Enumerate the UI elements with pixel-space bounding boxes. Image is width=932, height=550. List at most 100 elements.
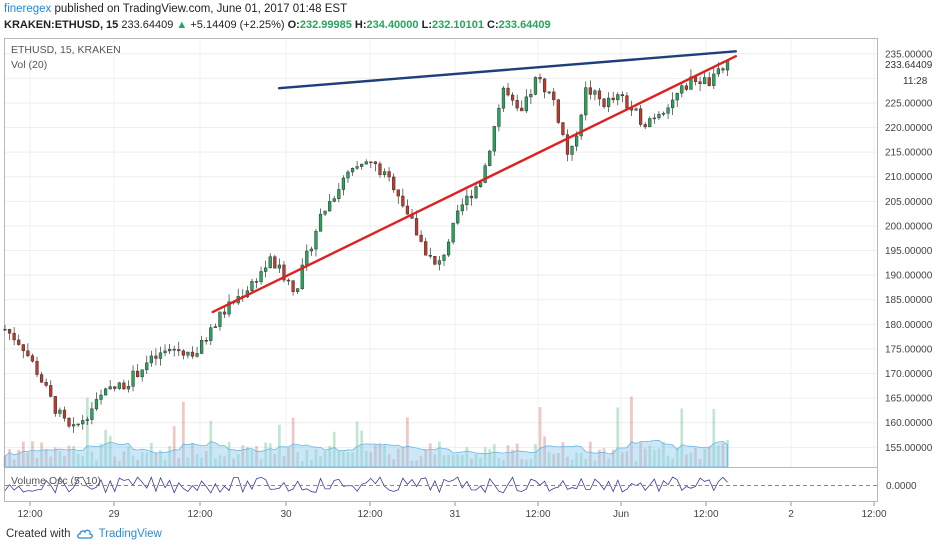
candle-body — [323, 210, 327, 215]
low-value: 232.10101 — [431, 19, 484, 31]
volume-bar — [172, 426, 176, 467]
volume-bar — [566, 456, 569, 467]
price-tick-label: 210.00000 — [885, 172, 932, 183]
candles — [3, 59, 730, 433]
candle-body — [300, 264, 304, 289]
candle-body — [195, 353, 199, 357]
volume-bar — [620, 452, 624, 467]
candle-body — [218, 311, 222, 327]
volume-bar — [12, 459, 16, 467]
candle-body — [26, 350, 30, 357]
volume-bar — [524, 459, 528, 467]
volume-bar — [465, 447, 469, 467]
candle-body — [305, 250, 309, 266]
volume-bar — [593, 460, 597, 467]
candle-body — [90, 408, 94, 420]
tradingview-cloud-icon — [76, 529, 93, 539]
volume-bar — [520, 459, 524, 467]
volume-bar — [113, 456, 117, 467]
candle-body — [296, 288, 300, 292]
volume-bar — [67, 445, 71, 467]
created-with-label: Created with — [6, 528, 71, 540]
candle-body — [200, 340, 204, 354]
volume-bar — [117, 460, 121, 467]
low-label: L: — [421, 19, 432, 31]
trendlines[interactable] — [211, 50, 738, 314]
volume-bar — [168, 445, 171, 467]
volume-bar — [53, 447, 57, 467]
candle-body — [451, 222, 455, 243]
candle-body — [131, 370, 135, 387]
candle-body — [140, 369, 144, 378]
volume-bar — [401, 446, 405, 467]
high-label: H: — [354, 19, 367, 31]
candle-body — [643, 124, 647, 128]
volume-bar — [662, 441, 665, 467]
candle-body — [456, 210, 460, 224]
volume-bar — [72, 446, 75, 467]
volume-bar — [291, 417, 295, 467]
chart-frame — [4, 38, 878, 502]
volume-bar — [213, 458, 217, 467]
trendline-support — [211, 55, 738, 314]
volume-bar — [470, 458, 473, 467]
volume-bar — [227, 442, 231, 467]
volume-bar — [282, 456, 286, 467]
candle-body — [396, 189, 400, 197]
price-tick-label: 160.00000 — [885, 418, 932, 429]
volume-bar — [598, 449, 601, 467]
candle-body — [332, 198, 336, 202]
candle-body — [277, 264, 281, 269]
volume-bar — [570, 459, 574, 467]
volume-bar — [538, 407, 542, 467]
candle-body — [497, 107, 501, 127]
volume-bar — [314, 449, 318, 467]
volume-bar — [342, 451, 345, 467]
volume-bar — [264, 442, 268, 467]
volume-bar — [392, 459, 396, 467]
candle-body — [671, 99, 675, 109]
volume-bar — [474, 453, 478, 467]
volume-bar — [410, 460, 414, 467]
candle-body — [62, 409, 67, 419]
volume-bar — [323, 451, 327, 467]
candle-body — [163, 350, 167, 354]
volume-bar — [438, 441, 441, 467]
volume-bar — [460, 455, 464, 467]
volume-bar — [588, 441, 592, 467]
candle-body — [318, 213, 323, 232]
candle-body — [703, 77, 707, 85]
volume-bar — [378, 442, 382, 467]
volume-bar — [511, 449, 514, 467]
candle-body — [85, 419, 89, 421]
tradingview-link[interactable]: TradingView — [98, 528, 162, 540]
candle-body — [126, 386, 131, 390]
candle-body — [465, 195, 469, 206]
candle-body — [547, 91, 551, 94]
candle-body — [49, 385, 53, 397]
symbol-label: KRAKEN:ETHUSD, 15 — [4, 19, 119, 31]
author-link[interactable]: fineregex — [4, 3, 52, 15]
volume-bar — [634, 460, 638, 467]
volume-bar — [652, 450, 656, 467]
candle-body — [259, 271, 263, 282]
volume-bar — [689, 452, 693, 467]
candle-body — [625, 95, 629, 109]
volume-bar — [136, 459, 139, 467]
candle-body — [35, 360, 39, 375]
volume-bar — [163, 459, 167, 467]
volume-bar — [31, 441, 34, 467]
volume-bar — [579, 452, 583, 467]
candle-body — [108, 386, 112, 390]
volume-bar — [694, 447, 697, 467]
candle-body — [634, 108, 638, 111]
volume-bar — [442, 455, 446, 467]
publish-info: published on TradingView.com, June 01, 2… — [54, 3, 348, 15]
candle-body — [168, 348, 172, 352]
candle-body — [597, 90, 602, 100]
volume-bar — [337, 450, 341, 467]
candle-body — [666, 107, 670, 114]
candle-body — [469, 195, 474, 199]
trendline-resistance — [277, 50, 738, 90]
